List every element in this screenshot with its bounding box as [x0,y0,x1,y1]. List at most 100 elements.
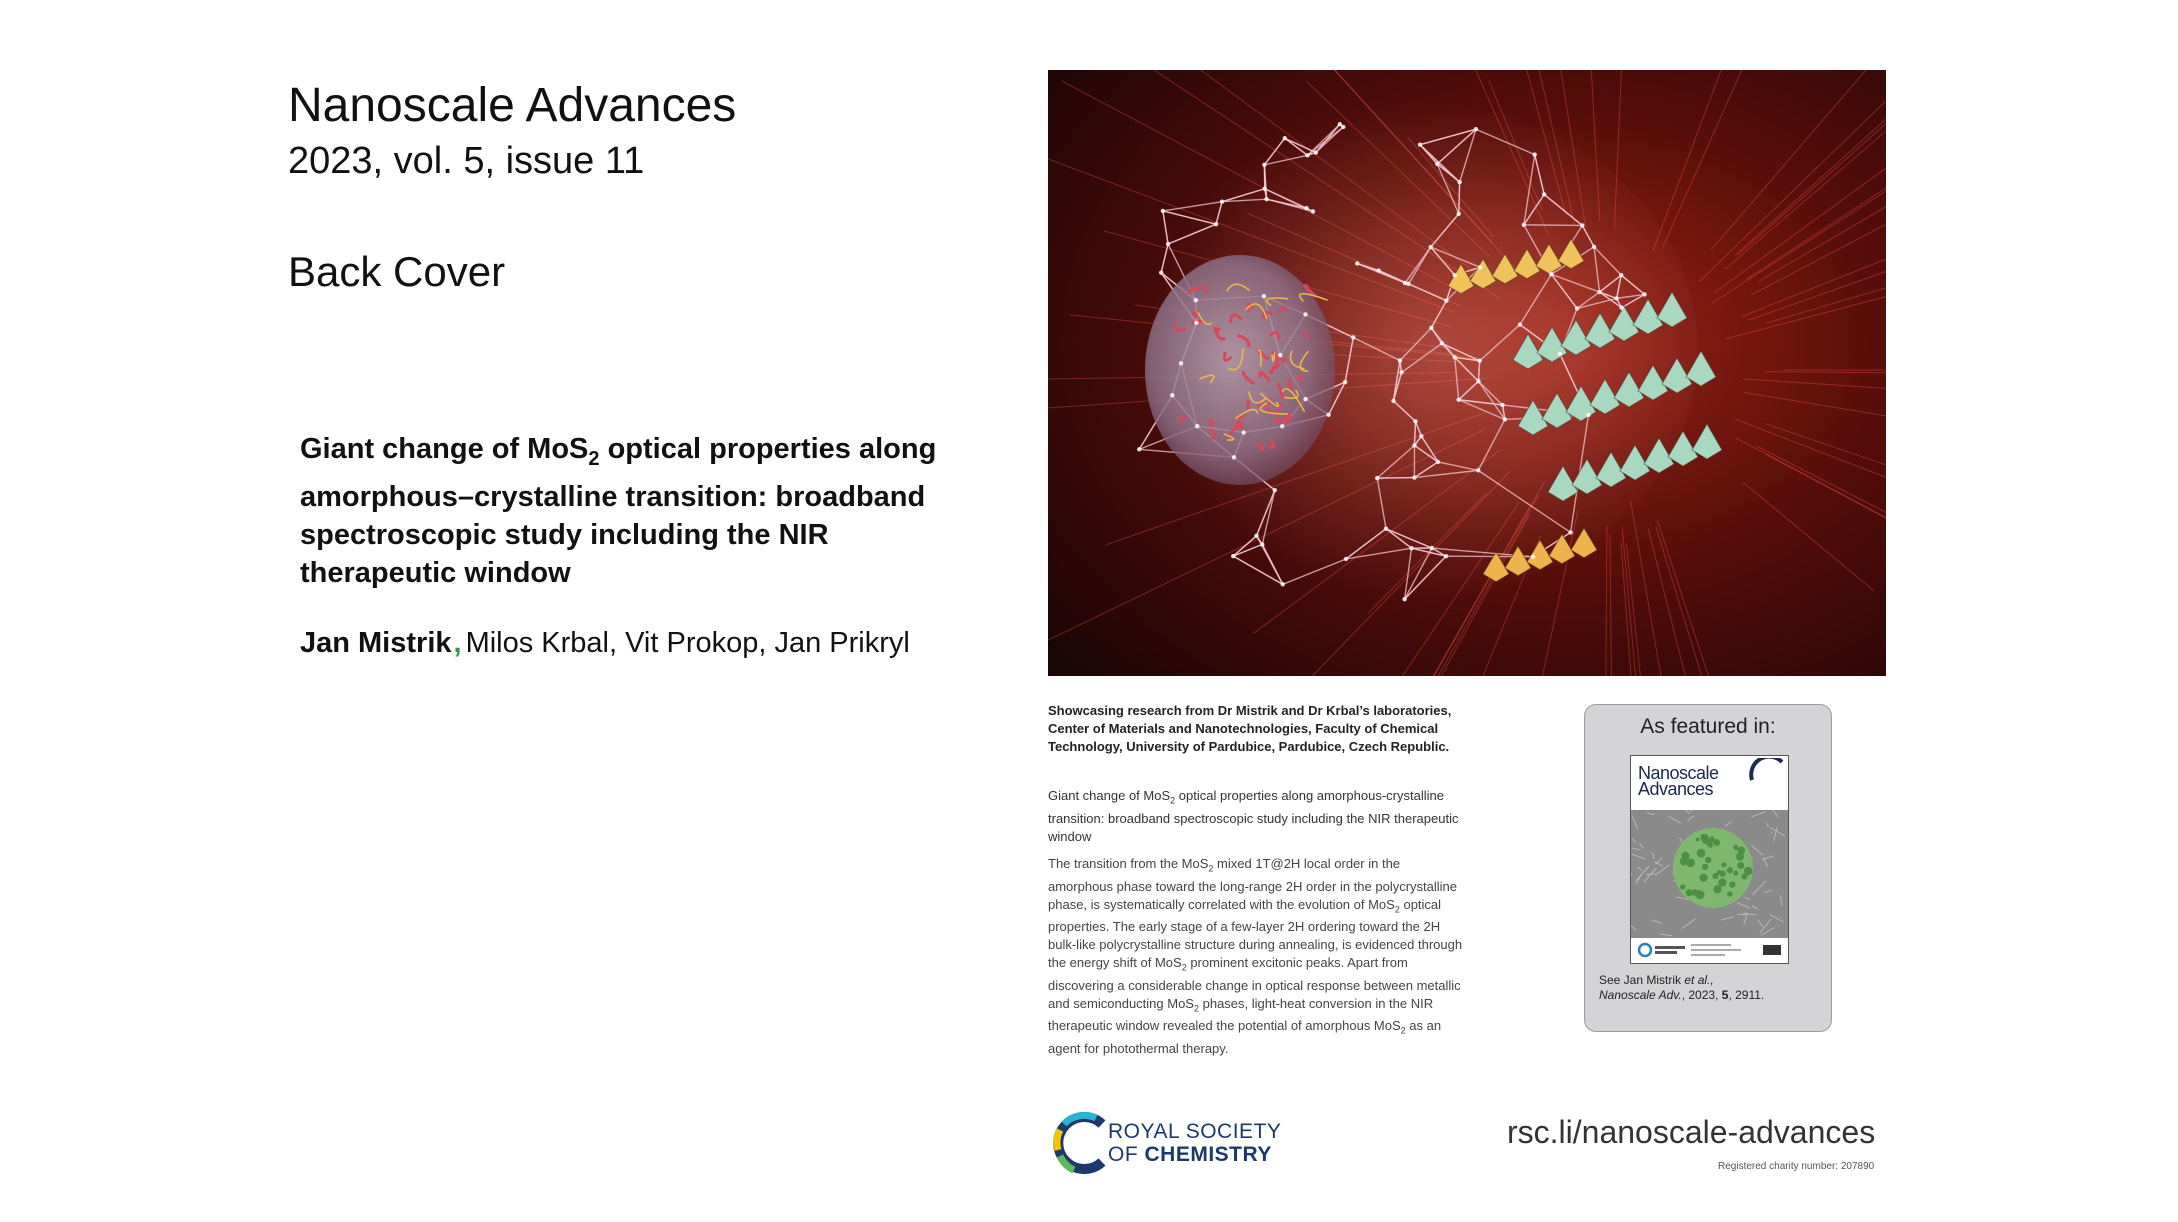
mesh-node [1476,468,1481,473]
mesh-strand [1441,342,1456,358]
mesh-strand [1215,201,1223,225]
mesh-strand [1599,291,1617,300]
cell-fiber-yellow [1259,392,1280,408]
mini-mesh-strand [1721,916,1735,921]
cell-fiber [1222,351,1232,362]
light-ray [1758,206,1886,282]
ref-page: , 2911. [1728,988,1765,1002]
helix-segment [1447,263,1475,295]
light-ray [1482,535,1541,676]
light-ray [1698,100,1886,283]
mesh-strand [1411,547,1447,557]
mini-cover-dot [1701,863,1709,871]
cell-fiber-yellow [1289,350,1305,370]
mesh-strand [1593,246,1622,276]
mesh-strand [1523,154,1536,225]
mesh-strand [1221,198,1267,203]
mesh-node [1303,312,1308,317]
mini-mesh-strand [1761,927,1775,936]
mesh-strand [1404,555,1447,600]
mesh-strand [1454,356,1479,382]
helix-segment [1482,551,1510,583]
cell-fiber [1209,428,1217,441]
mesh-strand [1454,357,1460,400]
mini-cover-logos [1637,942,1781,958]
helix-segment [1608,304,1640,342]
mesh-node [1343,556,1349,562]
mesh-node [1376,268,1381,273]
mini-mesh-strand [1736,902,1751,909]
mesh-node [1642,292,1647,297]
mesh-strand [1414,461,1439,479]
mesh-node [1580,223,1585,228]
cell-fiber-yellow [1298,292,1328,302]
helix-segment [1613,370,1645,408]
mesh-strand [1306,123,1341,156]
light-ray [1737,122,1886,256]
helix-segment [1526,539,1554,571]
mini-cover-dot [1708,842,1713,848]
light-ray [1655,526,1703,676]
mesh-node [1619,305,1624,310]
mesh-node [1278,353,1283,358]
light-ray [1766,454,1886,519]
cell-fiber [1186,286,1200,294]
cell-fiber-yellow [1266,297,1289,307]
mini-cover-dot [1681,851,1690,860]
mini-mesh-strand [1639,843,1644,850]
mesh-node [1282,136,1287,141]
mini-mesh-strand [1759,918,1772,933]
mesh-strand [1475,128,1535,156]
mini-mesh-strand [1631,847,1640,851]
mesh-node [1574,306,1580,311]
cell-fiber-yellow [1245,303,1268,320]
mini-mesh-strand [1766,822,1769,828]
light-ray [1621,528,1637,676]
mesh-strand [1458,129,1477,183]
light-ray [1713,167,1886,294]
helix-segment [1548,533,1576,565]
cell-fiber-yellow [1281,387,1306,413]
mini-mesh-strand [1675,896,1689,900]
mesh-node [1412,443,1417,448]
mesh-strand [1160,243,1169,273]
mesh-node [1452,355,1457,360]
cell-fiber [1274,402,1282,418]
cover-type-heading: Back Cover [288,248,506,295]
cell-fiber [1174,320,1187,333]
mesh-strand [1414,421,1423,437]
caption-title: Giant change of MoS2 optical properties … [1048,787,1468,846]
mesh-node [1532,152,1537,157]
mini-cover-dot [1716,870,1722,875]
cell-fiber [1277,383,1286,401]
rsc-name-line2: OF CHEMISTRY [1108,1143,1272,1167]
cell-fiber-yellow [1197,312,1212,326]
article-title-subscript: 2 [588,447,600,470]
mesh-strand [1376,444,1415,479]
article-title: Giant change of MoS2 optical properties … [300,430,940,592]
mini-mesh-strand [1631,925,1637,931]
mesh-strand [1458,399,1503,406]
cell-fiber [1241,370,1255,385]
cell-fiber [1258,371,1271,382]
mesh-strand [1430,327,1443,344]
mesh-node [1337,122,1342,127]
mini-mesh-strand [1737,913,1749,916]
author-list: Jan Mistrik, Milos Krbal, Vit Prokop, Jan… [300,627,910,660]
light-ray [1765,423,1886,466]
mesh-node [1452,272,1457,278]
cell-fiber-yellow [1299,350,1309,372]
mesh-node [1231,455,1237,460]
mesh-node [1557,351,1563,357]
mesh-node [1279,424,1285,429]
mini-cover-dot [1695,890,1705,900]
light-ray [1609,533,1612,676]
mini-cover-dot [1743,866,1753,876]
helix-segment [1513,248,1541,280]
mesh-strand [1615,275,1622,299]
mini-cover-image [1631,810,1788,938]
mesh-node [1375,475,1380,481]
helix-segment [1504,545,1532,577]
article-title-part: optical properties along amorphous–cryst… [300,433,937,589]
rsc-name-line1: ROYAL SOCIETY [1108,1120,1282,1143]
